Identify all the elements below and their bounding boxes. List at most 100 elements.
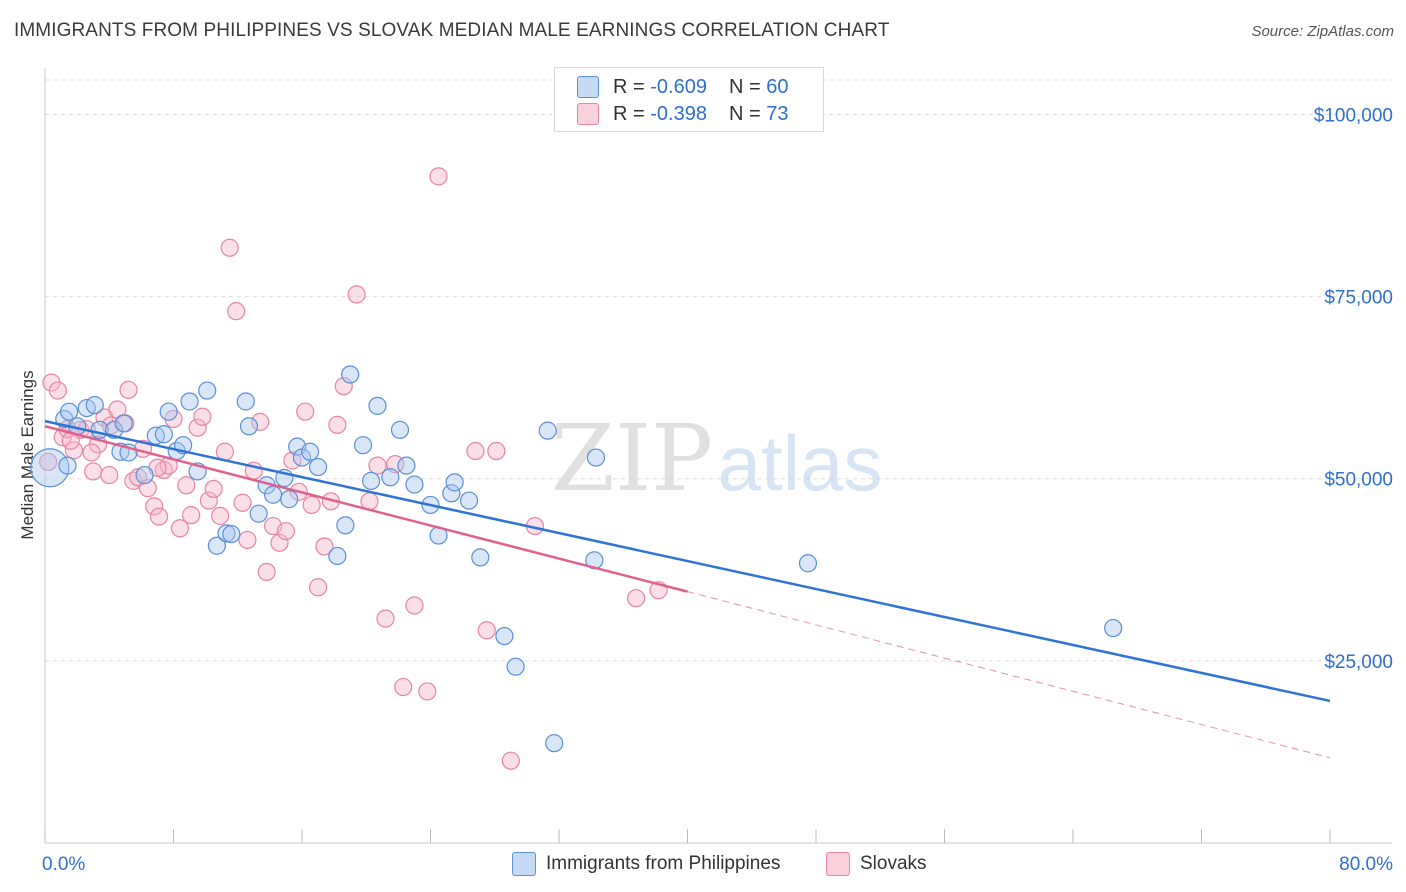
n-value: 73	[766, 102, 789, 125]
philippines-point	[336, 516, 355, 535]
philippines-point	[308, 457, 328, 477]
philippines-point	[341, 365, 360, 384]
philippines-point	[445, 473, 464, 492]
philippines-point	[114, 414, 133, 433]
slovaks-point	[270, 533, 289, 552]
slovaks-point	[193, 407, 212, 426]
philippines-point	[381, 468, 400, 487]
philippines-point	[459, 491, 479, 510]
philippines-point	[328, 546, 347, 566]
slovaks-point	[276, 522, 296, 541]
philippines-point	[249, 504, 268, 523]
legend-label-philippines: Immigrants from Philippines	[546, 853, 781, 874]
philippines-point	[368, 396, 387, 415]
philippines-point	[180, 392, 199, 411]
slovaks-point	[296, 402, 315, 421]
slovaks-point	[334, 377, 353, 396]
r-value: -0.609	[650, 75, 707, 98]
philippines-points	[30, 365, 1123, 753]
slovaks-point	[170, 519, 190, 538]
philippines-point	[207, 536, 226, 555]
source-credit: Source: ZipAtlas.com	[1251, 23, 1394, 40]
y-tick-label: $100,000	[1314, 105, 1393, 126]
legend-item-slovaks[interactable]: Slovaks	[826, 852, 927, 876]
philippines-point	[538, 421, 557, 440]
legend-item-philippines[interactable]: Immigrants from Philippines	[512, 852, 780, 876]
watermark: ZIP atlas	[551, 405, 882, 512]
slovaks-legend-swatch	[826, 852, 850, 876]
philippines-swatch	[577, 76, 599, 98]
slovaks-point	[215, 442, 234, 461]
slovaks-point	[368, 456, 387, 475]
philippines-point	[59, 402, 79, 421]
philippines-point	[58, 456, 77, 475]
grid-lines	[45, 79, 1392, 662]
slovaks-point	[501, 751, 520, 770]
philippines-point	[361, 471, 381, 490]
series-legend: Immigrants from Philippines Slovaks	[0, 852, 1406, 880]
slovaks-point	[145, 497, 164, 516]
slovaks-point	[429, 167, 448, 186]
slovaks-point	[394, 677, 413, 697]
x-tick-label: 80.0%	[1339, 854, 1393, 875]
slovaks-point	[238, 530, 257, 550]
philippines-point	[30, 448, 70, 488]
slovaks-point	[39, 452, 58, 472]
philippines-point	[159, 402, 178, 421]
philippines-trend-line	[44, 419, 1331, 703]
slovaks-point	[315, 537, 334, 556]
slovaks-point	[477, 621, 496, 640]
r-value: -0.398	[650, 102, 707, 125]
slovaks-point	[82, 443, 101, 462]
philippines-point	[495, 626, 514, 646]
slovaks-swatch	[577, 103, 599, 125]
tick-labels: $25,000 $50,000 $75,000 $100,000 0.0% 80.0%	[42, 105, 1393, 875]
trend-lines	[44, 419, 1331, 759]
philippines-point	[1104, 618, 1123, 638]
philippines-point	[405, 475, 424, 494]
slovaks-points	[39, 167, 668, 770]
philippines-point	[85, 396, 104, 415]
slovaks-point	[188, 418, 207, 437]
slovaks-point	[347, 285, 366, 304]
axes	[44, 68, 1392, 844]
n-value: 60	[766, 75, 789, 98]
slovaks-point	[149, 507, 169, 526]
watermark-atlas: atlas	[718, 419, 883, 507]
philippines-point	[390, 420, 410, 439]
slovaks-point	[328, 415, 347, 434]
slovaks-point	[308, 578, 328, 597]
slovaks-point	[210, 506, 230, 525]
philippines-point	[798, 554, 818, 573]
philippines-point	[280, 490, 299, 509]
philippines-point	[154, 425, 173, 444]
philippines-point	[397, 456, 416, 475]
slovaks-point	[376, 609, 395, 628]
philippines-point	[236, 392, 255, 411]
slovaks-trend-extension	[687, 591, 1331, 759]
y-tick-label: $75,000	[1324, 288, 1393, 309]
slovaks-point	[487, 441, 506, 461]
slovaks-trend-line	[44, 425, 688, 593]
legend-label-slovaks: Slovaks	[860, 853, 927, 874]
slovaks-point	[220, 238, 239, 257]
slovaks-point	[100, 465, 119, 485]
philippines-point	[353, 436, 373, 455]
slovaks-point	[177, 476, 196, 495]
slovaks-point	[119, 380, 138, 399]
stats-legend: R = -0.609 N = 60 R = -0.398 N = 73	[554, 67, 824, 132]
philippines-point	[586, 448, 606, 467]
philippines-point	[442, 484, 461, 503]
y-tick-label: $50,000	[1324, 470, 1393, 491]
slovaks-point	[418, 682, 437, 701]
philippines-point	[135, 465, 154, 485]
philippines-point	[217, 524, 236, 543]
stats-row-slovaks: R = -0.398 N = 73	[555, 100, 788, 128]
slovaks-point	[251, 412, 270, 431]
philippines-point	[300, 442, 320, 461]
slovaks-point	[84, 462, 103, 481]
slovaks-point	[64, 441, 84, 460]
slovaks-point	[257, 562, 276, 582]
philippines-point	[222, 524, 241, 544]
philippines-point	[506, 657, 525, 676]
